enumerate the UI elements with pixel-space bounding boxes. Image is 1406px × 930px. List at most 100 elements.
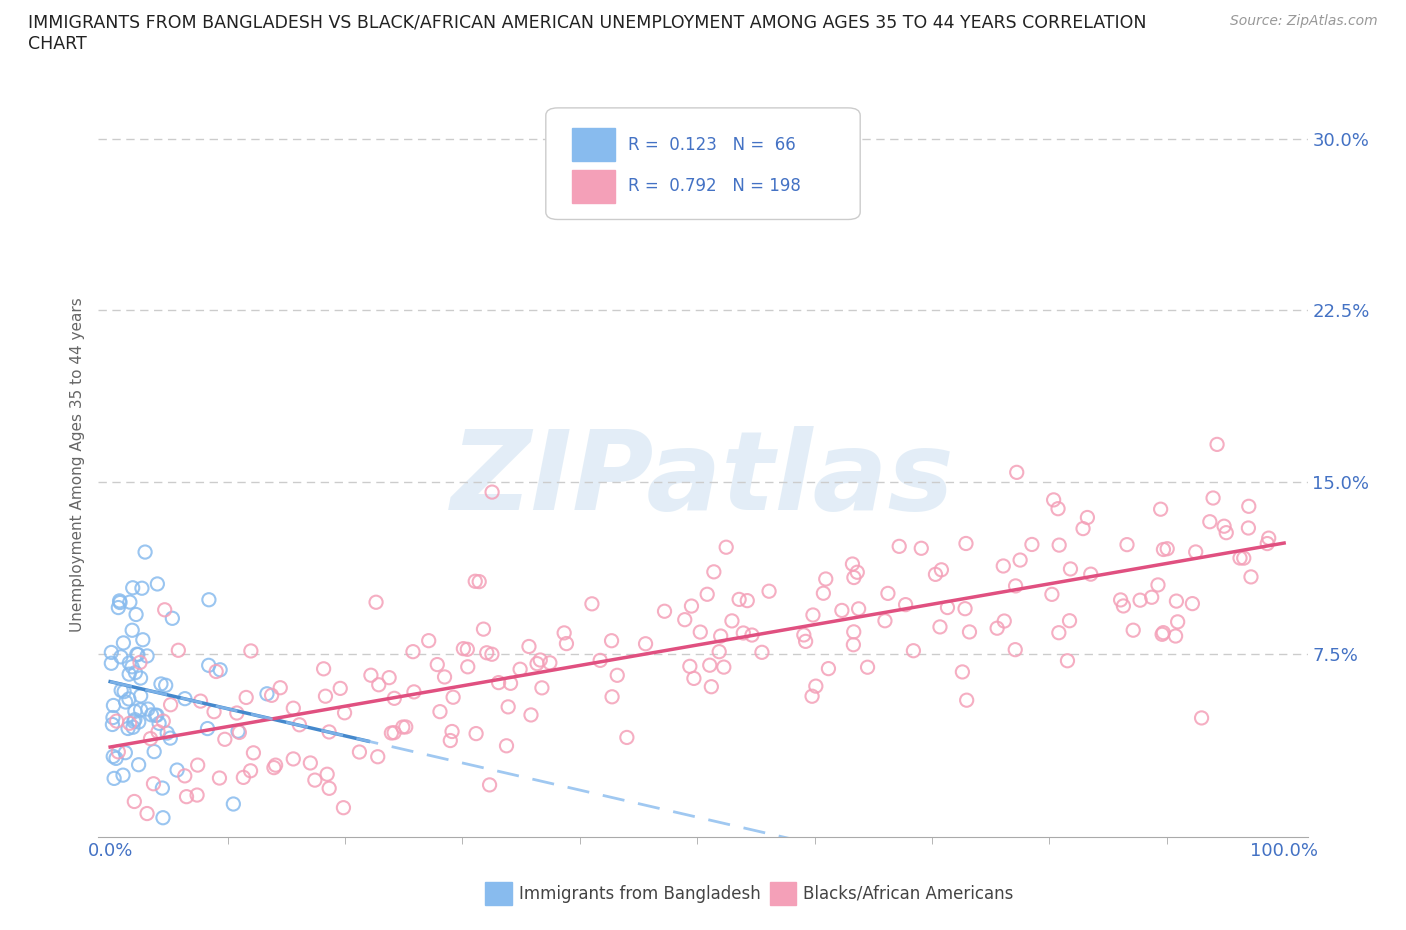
Point bbox=[758, 584, 780, 599]
Y-axis label: Unemployment Among Ages 35 to 44 years: Unemployment Among Ages 35 to 44 years bbox=[69, 298, 84, 632]
Point bbox=[107, 600, 129, 615]
Point bbox=[209, 662, 232, 677]
Point bbox=[148, 716, 170, 731]
Point bbox=[710, 629, 733, 644]
Point bbox=[152, 713, 174, 728]
Point bbox=[1042, 493, 1064, 508]
Point bbox=[103, 698, 125, 713]
Point bbox=[856, 659, 879, 674]
Point bbox=[654, 604, 676, 618]
Bar bbox=[769, 882, 796, 906]
Point bbox=[1047, 625, 1070, 640]
Point bbox=[553, 626, 575, 641]
Point bbox=[793, 628, 815, 643]
Point bbox=[530, 681, 553, 696]
Point bbox=[1237, 498, 1260, 513]
Point bbox=[153, 603, 176, 618]
Point bbox=[149, 676, 172, 691]
Point bbox=[433, 670, 456, 684]
Point bbox=[318, 781, 340, 796]
Point bbox=[929, 619, 952, 634]
Point bbox=[132, 632, 155, 647]
Point bbox=[709, 644, 731, 659]
Point bbox=[429, 704, 451, 719]
Point bbox=[118, 594, 141, 609]
Point bbox=[721, 614, 744, 629]
Point bbox=[367, 750, 389, 764]
Point bbox=[877, 586, 900, 601]
Point bbox=[143, 744, 166, 759]
Point bbox=[1213, 519, 1236, 534]
Point bbox=[526, 657, 548, 671]
Point bbox=[457, 659, 479, 674]
Point bbox=[141, 708, 163, 723]
Point bbox=[873, 613, 896, 628]
Point bbox=[581, 596, 603, 611]
Point bbox=[283, 700, 305, 715]
Point bbox=[1191, 711, 1213, 725]
Point bbox=[125, 646, 148, 661]
Point bbox=[146, 724, 169, 739]
Point bbox=[993, 559, 1015, 574]
Point bbox=[222, 797, 245, 812]
Point bbox=[1109, 592, 1132, 607]
Point bbox=[441, 690, 464, 705]
Point bbox=[616, 730, 638, 745]
Point bbox=[242, 745, 264, 760]
Bar bbox=[485, 882, 512, 906]
Point bbox=[481, 646, 503, 661]
Point bbox=[269, 680, 291, 695]
Point bbox=[478, 777, 501, 792]
Point bbox=[1164, 629, 1187, 644]
Point bbox=[468, 574, 491, 589]
Point bbox=[187, 758, 209, 773]
Point bbox=[125, 607, 148, 622]
Point bbox=[681, 599, 703, 614]
Point bbox=[197, 721, 219, 736]
Point bbox=[439, 733, 461, 748]
Point bbox=[129, 702, 152, 717]
Point bbox=[208, 771, 231, 786]
Point bbox=[202, 704, 225, 719]
Point bbox=[112, 635, 135, 650]
Point bbox=[283, 751, 305, 766]
Point bbox=[122, 714, 145, 729]
Point bbox=[1215, 525, 1237, 540]
Point bbox=[159, 731, 181, 746]
Point bbox=[520, 708, 543, 723]
Text: ZIPatlas: ZIPatlas bbox=[451, 426, 955, 534]
Point bbox=[263, 760, 285, 775]
Point bbox=[600, 689, 623, 704]
Point bbox=[146, 708, 169, 723]
Point bbox=[173, 768, 195, 783]
Point bbox=[146, 577, 169, 591]
Point bbox=[197, 658, 219, 672]
Point bbox=[751, 644, 773, 659]
Point bbox=[509, 662, 531, 677]
Point bbox=[382, 725, 405, 740]
Point bbox=[318, 724, 340, 739]
Point bbox=[1059, 562, 1081, 577]
Point bbox=[441, 724, 464, 739]
Point bbox=[121, 580, 143, 595]
Point bbox=[122, 720, 145, 735]
Point bbox=[364, 595, 387, 610]
Point bbox=[924, 567, 946, 582]
Point bbox=[728, 592, 751, 607]
Point bbox=[817, 661, 839, 676]
Point bbox=[950, 665, 973, 680]
Point bbox=[801, 689, 824, 704]
Point bbox=[741, 628, 763, 643]
Point bbox=[1076, 510, 1098, 525]
Point bbox=[391, 720, 413, 735]
Point bbox=[955, 536, 977, 551]
Point bbox=[426, 658, 449, 672]
Point bbox=[101, 711, 124, 725]
Point bbox=[538, 656, 561, 671]
Point bbox=[733, 626, 755, 641]
Point bbox=[162, 611, 184, 626]
Point bbox=[814, 572, 837, 587]
Point bbox=[382, 691, 405, 706]
Point bbox=[475, 645, 498, 660]
Point bbox=[488, 675, 510, 690]
